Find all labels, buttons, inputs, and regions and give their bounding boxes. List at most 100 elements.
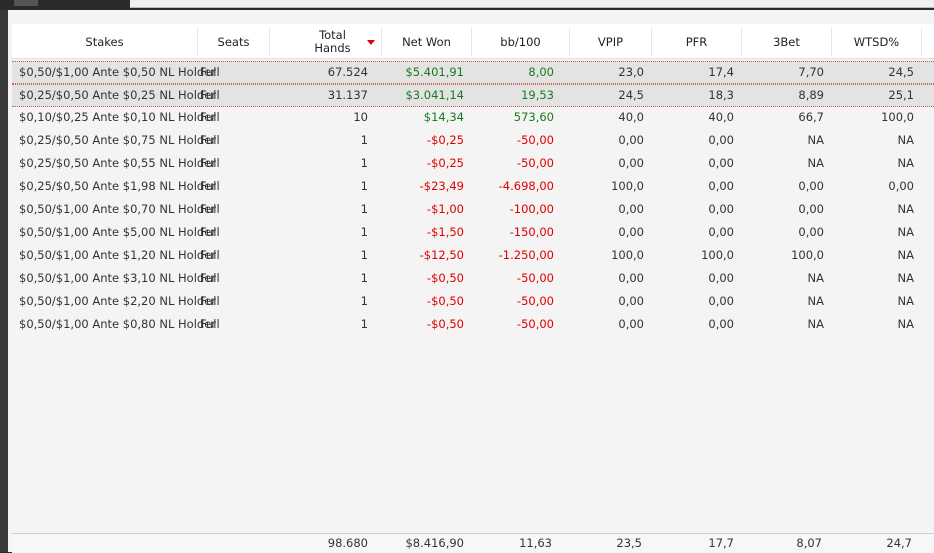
table-row[interactable]: $0,50/$1,00 Ante $2,20 NL Holder Full 1 -$0… (12, 291, 934, 314)
cell-wtsd: 24,5 (888, 65, 914, 79)
column-header-pfr[interactable]: PFR (652, 28, 742, 56)
table-row[interactable]: $0,10/$0,25 Ante $0,10 NL Holder Full 10 $1… (12, 107, 934, 130)
cell-seats: Full (200, 88, 220, 102)
cell-vpip: 0,00 (618, 294, 644, 308)
table-row[interactable]: $0,50/$1,00 Ante $0,70 NL Holder Full 1 -$1… (12, 199, 934, 222)
column-header-label: Stakes (85, 34, 124, 49)
cell-pfr: 0,00 (708, 202, 734, 216)
cell-wtsd: NA (897, 317, 914, 331)
cell-vpip: 100,0 (611, 248, 644, 262)
cell-bb100: -50,00 (516, 156, 554, 170)
cell-wtsd: NA (897, 248, 914, 262)
cell-bb100: 8,00 (528, 65, 554, 79)
cell-hands: 1 (360, 294, 368, 308)
cell-threebet: NA (807, 156, 824, 170)
cell-hands: 1 (360, 317, 368, 331)
cell-pfr: 17,4 (708, 65, 734, 79)
cell-pfr: 0,00 (708, 179, 734, 193)
cell-threebet: 66,7 (798, 110, 824, 124)
cell-seats: Full (200, 248, 220, 262)
window-tab[interactable] (14, 0, 38, 6)
stakes-report-grid: Stakes Seats Total Hands Net Won bb/100 VPIP P… (12, 24, 934, 553)
stats-panel: Stakes Seats Total Hands Net Won bb/100 VPIP P… (8, 10, 934, 553)
cell-wtsd: 0,00 (888, 179, 914, 193)
column-header-label: bb/100 (500, 34, 541, 49)
cell-hands: 1 (360, 156, 368, 170)
sort-descending-icon (367, 40, 375, 45)
cell-stakes: $0,50/$1,00 Ante $0,70 NL Holder (19, 202, 216, 216)
cell-net: -$0,50 (426, 294, 464, 308)
table-row[interactable]: $0,50/$1,00 Ante $3,10 NL Holder Full 1 -$0… (12, 268, 934, 291)
cell-bb100: -1.250,00 (498, 248, 554, 262)
cell-seats: Full (200, 317, 220, 331)
table-row[interactable]: $0,25/$0,50 Ante $0,75 NL Holder Full 1 -$0… (12, 130, 934, 153)
cell-pfr: 18,3 (708, 88, 734, 102)
cell-vpip: 0,00 (618, 202, 644, 216)
cell-hands: 10 (353, 110, 368, 124)
cell-hands: 1 (360, 179, 368, 193)
table-row[interactable]: $0,50/$1,00 Ante $1,20 NL Holder Full 1 -$1… (12, 245, 934, 268)
cell-vpip: 100,0 (611, 179, 644, 193)
cell-pfr: 0,00 (708, 225, 734, 239)
cell-net: -$0,25 (426, 133, 464, 147)
cell-threebet: 100,0 (791, 248, 824, 262)
cell-seats: Full (200, 156, 220, 170)
column-header-hands[interactable]: Total Hands (284, 28, 382, 56)
cell-stakes: $0,50/$1,00 Ante $0,50 NL Holder (19, 65, 216, 79)
cell-seats: Full (200, 133, 220, 147)
table-row[interactable]: $0,25/$0,50 Ante $0,25 NL Holder Full 31.1… (12, 84, 934, 107)
cell-net: $5.401,91 (405, 65, 464, 79)
top-bar (0, 0, 934, 10)
cell-seats: Full (200, 294, 220, 308)
cell-pfr: 40,0 (708, 110, 734, 124)
cell-net: $3.041,14 (405, 88, 464, 102)
cell-bb100: -4.698,00 (498, 179, 554, 193)
cell-vpip: 0,00 (618, 317, 644, 331)
cell-hands: 67.524 (327, 65, 368, 79)
cell-vpip: 24,5 (618, 88, 644, 102)
total-vpip: 23,5 (616, 536, 642, 550)
cell-vpip: 23,0 (618, 65, 644, 79)
cell-hands: 1 (360, 133, 368, 147)
cell-stakes: $0,25/$0,50 Ante $0,25 NL Holder (19, 88, 216, 102)
cell-bb100: 19,53 (521, 88, 554, 102)
cell-net: $14,34 (423, 110, 464, 124)
table-row[interactable]: $0,50/$1,00 Ante $5,00 NL Holder Full 1 -$1… (12, 222, 934, 245)
cell-net: -$0,50 (426, 317, 464, 331)
column-header-bb100[interactable]: bb/100 (472, 28, 570, 56)
column-header-label: PFR (685, 34, 708, 49)
column-header-wtsd[interactable]: WTSD% (832, 28, 922, 56)
cell-wtsd: 100,0 (881, 110, 914, 124)
cell-threebet: 7,70 (798, 65, 824, 79)
cell-vpip: 0,00 (618, 133, 644, 147)
column-header-vpip[interactable]: VPIP (570, 28, 652, 56)
column-header-seats[interactable]: Seats (198, 28, 270, 56)
column-header-label: Net Won (402, 34, 451, 49)
cell-net: -$12,50 (419, 248, 464, 262)
cell-vpip: 0,00 (618, 225, 644, 239)
cell-hands: 1 (360, 225, 368, 239)
cell-seats: Full (200, 271, 220, 285)
total-pfr: 17,7 (708, 536, 734, 550)
cell-threebet: NA (807, 294, 824, 308)
table-row[interactable]: $0,25/$0,50 Ante $1,98 NL Holder Full 1 -$2… (12, 176, 934, 199)
column-header-net[interactable]: Net Won (382, 28, 472, 56)
cell-stakes: $0,10/$0,25 Ante $0,10 NL Holder (19, 110, 216, 124)
cell-pfr: 0,00 (708, 156, 734, 170)
column-header-stakes[interactable]: Stakes (12, 28, 198, 56)
table-row[interactable]: $0,50/$1,00 Ante $0,50 NL Holder Full 67.5… (12, 61, 934, 84)
cell-seats: Full (200, 110, 220, 124)
cell-wtsd: NA (897, 202, 914, 216)
table-row[interactable]: $0,25/$0,50 Ante $0,55 NL Holder Full 1 -$0… (12, 153, 934, 176)
cell-vpip: 0,00 (618, 156, 644, 170)
total-bb100: 11,63 (519, 536, 552, 550)
cell-threebet: 0,00 (798, 179, 824, 193)
total-net: $8.416,90 (405, 536, 464, 550)
table-row[interactable]: $0,50/$1,00 Ante $0,80 NL Holder Full 1 -$0… (12, 314, 934, 337)
cell-vpip: 0,00 (618, 271, 644, 285)
column-header-threebet[interactable]: 3Bet (742, 28, 832, 56)
cell-bb100: -50,00 (516, 317, 554, 331)
left-border (0, 10, 8, 552)
cell-bb100: -100,00 (509, 202, 554, 216)
total-hands: 98.680 (327, 536, 368, 550)
